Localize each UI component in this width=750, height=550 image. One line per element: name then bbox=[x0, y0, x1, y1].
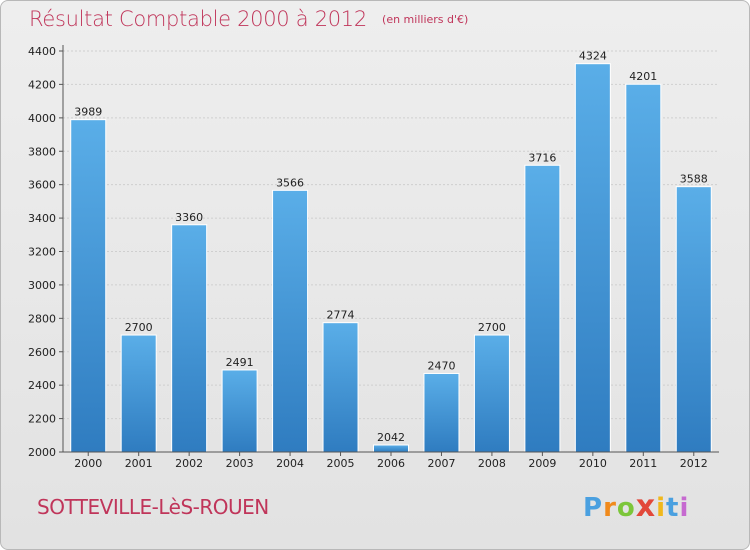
x-tick-label: 2007 bbox=[427, 457, 455, 470]
data-label: 3360 bbox=[175, 211, 203, 224]
y-tick-label: 2600 bbox=[28, 346, 56, 359]
y-tick-label: 2400 bbox=[28, 379, 56, 392]
bar-2009[interactable] bbox=[524, 164, 561, 453]
logo-letter: t bbox=[666, 493, 680, 523]
data-label: 2470 bbox=[427, 359, 455, 372]
y-tick-label: 2000 bbox=[28, 446, 56, 459]
data-label: 2700 bbox=[478, 321, 506, 334]
data-label: 2700 bbox=[125, 321, 153, 334]
data-label: 2491 bbox=[226, 356, 254, 369]
x-tick-label: 2009 bbox=[528, 457, 556, 470]
bar-2006[interactable] bbox=[373, 444, 409, 453]
y-tick-label: 2200 bbox=[28, 413, 56, 426]
proxiti-logo[interactable]: Proxiti bbox=[583, 489, 689, 524]
bar-2007[interactable] bbox=[423, 372, 460, 453]
bar-2001[interactable] bbox=[120, 334, 157, 453]
data-label: 3588 bbox=[680, 173, 708, 186]
logo-letter: P bbox=[583, 493, 604, 523]
data-label: 2042 bbox=[377, 431, 405, 444]
x-tick-label: 2006 bbox=[377, 457, 405, 470]
x-tick-label: 2001 bbox=[125, 457, 153, 470]
chart-title: Résultat Comptable 2000 à 2012 bbox=[29, 7, 367, 31]
x-tick-label: 2004 bbox=[276, 457, 304, 470]
data-label: 2774 bbox=[327, 309, 355, 322]
bar-2008[interactable] bbox=[473, 334, 510, 453]
x-tick-label: 2012 bbox=[680, 457, 708, 470]
x-tick-label: 2005 bbox=[327, 457, 355, 470]
data-label: 4201 bbox=[629, 70, 657, 83]
bar-2002[interactable] bbox=[171, 224, 208, 453]
y-tick-label: 3000 bbox=[28, 279, 56, 292]
logo-letter: x bbox=[635, 489, 657, 524]
chart-title-block: Résultat Comptable 2000 à 2012 (en milli… bbox=[29, 7, 468, 31]
chart-unit-note: (en milliers d'€) bbox=[382, 13, 469, 26]
y-tick-label: 3800 bbox=[28, 145, 56, 158]
y-tick-label: 3400 bbox=[28, 212, 56, 225]
bar-2004[interactable] bbox=[272, 189, 309, 453]
y-tick-label: 4200 bbox=[28, 78, 56, 91]
x-tick-label: 2011 bbox=[629, 457, 657, 470]
bar-2011[interactable] bbox=[625, 83, 662, 453]
bar-2012[interactable] bbox=[675, 186, 712, 453]
x-tick-label: 2003 bbox=[226, 457, 254, 470]
city-name: SOTTEVILLE-LèS-ROUEN bbox=[37, 495, 269, 519]
data-label: 3566 bbox=[276, 176, 304, 189]
x-tick-label: 2002 bbox=[175, 457, 203, 470]
y-tick-label: 3600 bbox=[28, 179, 56, 192]
logo-letter: i bbox=[656, 493, 667, 523]
y-tick-label: 4400 bbox=[28, 45, 56, 58]
y-tick-label: 2800 bbox=[28, 312, 56, 325]
bar-2005[interactable] bbox=[322, 322, 359, 453]
data-label: 4324 bbox=[579, 50, 607, 63]
logo-letter: i bbox=[679, 493, 690, 523]
bar-2010[interactable] bbox=[574, 63, 611, 453]
bar-2000[interactable] bbox=[70, 119, 107, 453]
logo-letter: r bbox=[603, 493, 617, 523]
y-tick-label: 3200 bbox=[28, 246, 56, 259]
x-tick-label: 2010 bbox=[579, 457, 607, 470]
y-tick-label: 4000 bbox=[28, 112, 56, 125]
x-tick-label: 2008 bbox=[478, 457, 506, 470]
data-label: 3716 bbox=[528, 151, 556, 164]
data-label: 3989 bbox=[74, 106, 102, 119]
x-tick-label: 2000 bbox=[74, 457, 102, 470]
logo-letter: o bbox=[616, 493, 636, 523]
bar-2003[interactable] bbox=[221, 369, 258, 453]
